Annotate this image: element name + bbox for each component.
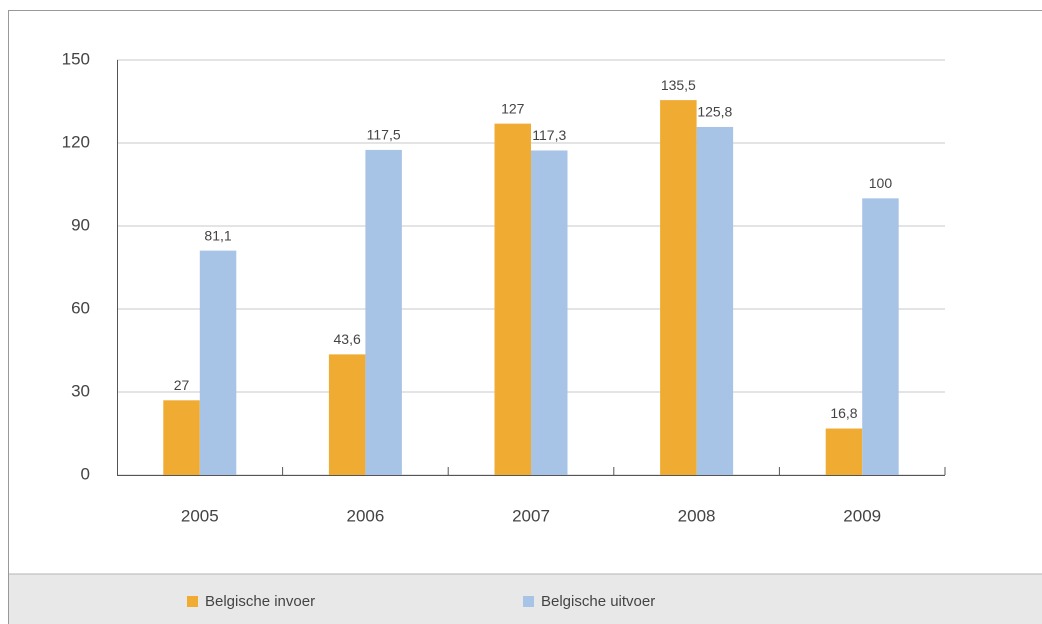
data-label: 16,8: [830, 405, 857, 421]
data-label: 125,8: [697, 104, 732, 120]
y-tick-label: 60: [71, 298, 90, 317]
data-label: 117,3: [532, 127, 566, 143]
x-tick-label: 2008: [678, 506, 716, 525]
data-label: 43,6: [334, 331, 361, 347]
data-label: 117,5: [367, 127, 401, 143]
legend-label: Belgische invoer: [205, 593, 315, 610]
legend-label: Belgische uitvoer: [541, 593, 655, 610]
bar: [163, 400, 200, 475]
legend-swatch: [523, 596, 534, 607]
y-tick-label: 0: [81, 464, 90, 483]
x-tick-label: 2005: [181, 506, 219, 525]
y-tick-label: 120: [62, 132, 90, 151]
data-label: 81,1: [204, 227, 231, 243]
x-tick-label: 2007: [512, 506, 550, 525]
data-label: 100: [869, 175, 893, 191]
bar: [696, 126, 734, 475]
bar: [199, 250, 237, 475]
data-label: 135,5: [661, 77, 696, 93]
bar: [660, 100, 697, 475]
bar: [494, 123, 531, 475]
bar: [825, 428, 863, 475]
data-label: 127: [501, 100, 525, 116]
bar: [365, 149, 402, 475]
x-tick-label: 2006: [346, 506, 384, 525]
x-tick-label: 2009: [843, 506, 881, 525]
legend-swatch: [187, 596, 198, 607]
bar: [862, 198, 899, 476]
bar: [328, 354, 366, 475]
bar: [531, 150, 568, 475]
data-label: 27: [174, 377, 190, 393]
y-tick-label: 150: [62, 49, 90, 68]
y-tick-label: 90: [71, 215, 90, 234]
y-tick-label: 30: [71, 381, 90, 400]
